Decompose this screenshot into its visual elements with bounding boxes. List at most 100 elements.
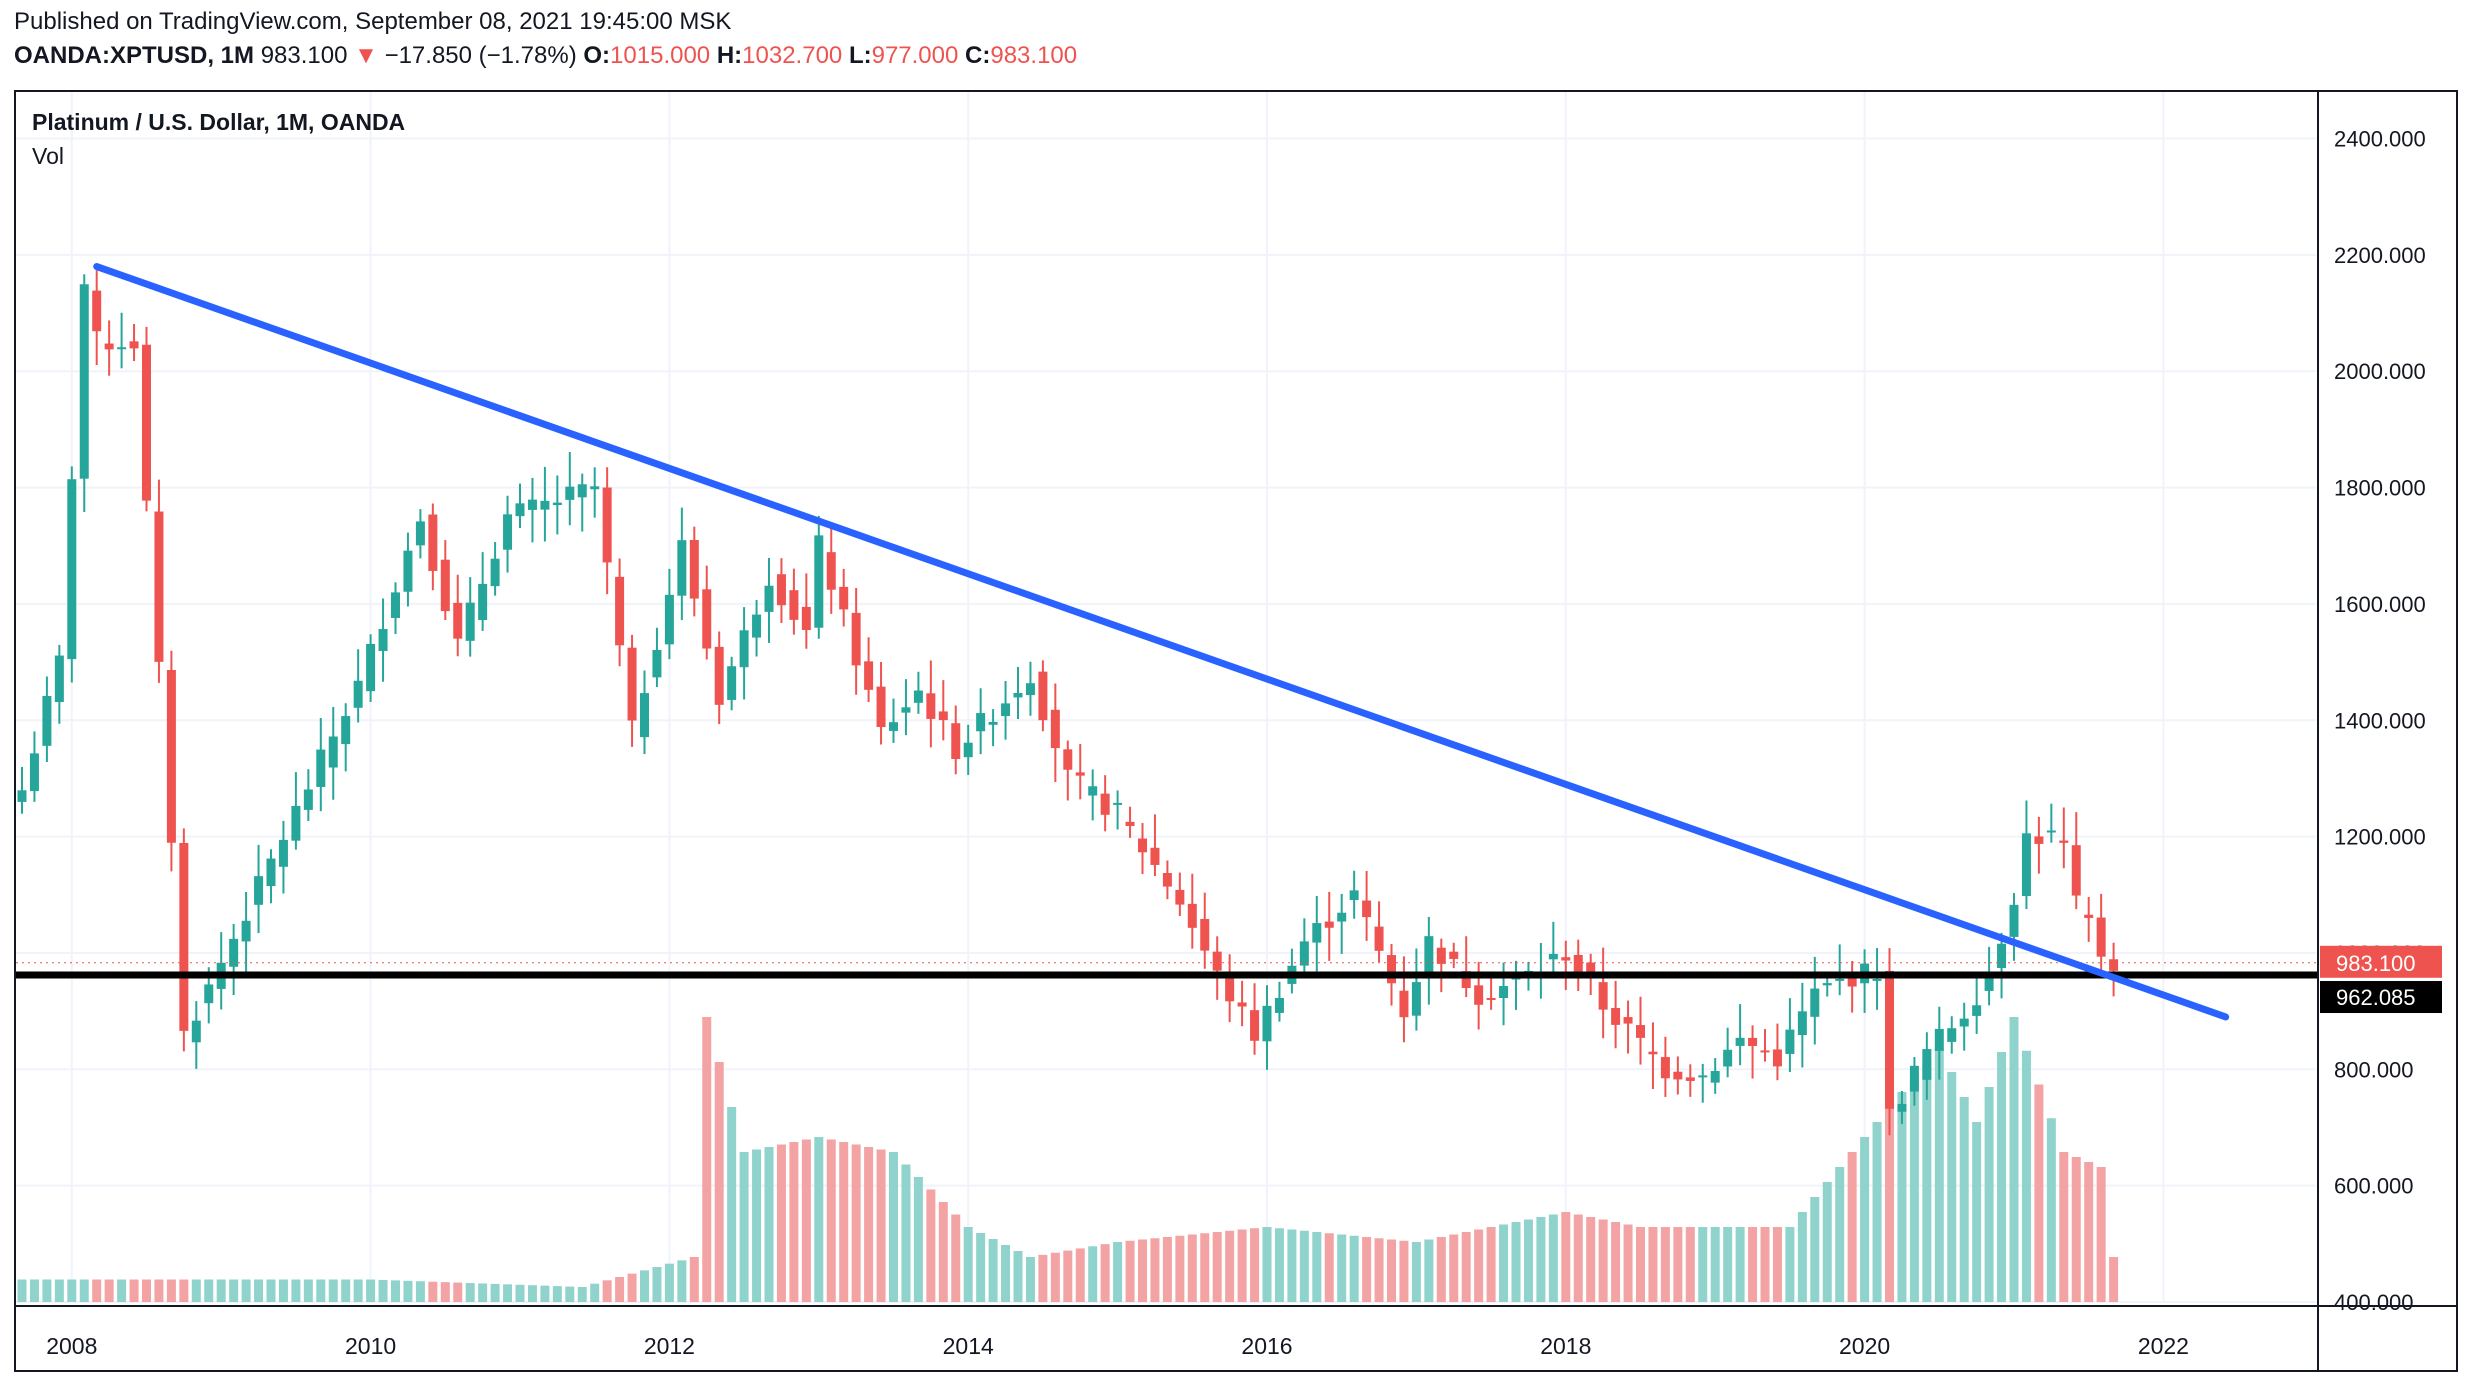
candle-body bbox=[889, 722, 898, 731]
y-tick-label: 2200.000 bbox=[2334, 243, 2426, 268]
candle-body bbox=[1972, 1005, 1982, 1016]
candle-body bbox=[702, 589, 712, 649]
volume-bar bbox=[229, 1279, 239, 1302]
candle-body bbox=[266, 858, 276, 887]
candle-body bbox=[1673, 1071, 1683, 1080]
volume-bar bbox=[1885, 1107, 1894, 1302]
volume-bar bbox=[1050, 1252, 1060, 1302]
candle-body bbox=[901, 707, 911, 713]
candle-body bbox=[241, 920, 251, 942]
candle-body bbox=[1449, 951, 1459, 959]
volume-bar bbox=[640, 1270, 649, 1302]
volume-bar bbox=[2109, 1257, 2119, 1302]
volume-bar bbox=[1636, 1227, 1645, 1302]
volume-bar bbox=[851, 1144, 861, 1302]
volume-bar bbox=[67, 1279, 77, 1302]
candle-body bbox=[739, 630, 749, 668]
volume-bar bbox=[104, 1279, 114, 1302]
volume-bar bbox=[1449, 1234, 1459, 1302]
volume-bar bbox=[1212, 1232, 1222, 1302]
candle-body bbox=[1175, 889, 1185, 905]
last-price-tag bbox=[2320, 945, 2442, 978]
volume-bar bbox=[1436, 1237, 1446, 1302]
volume-legend: Vol bbox=[32, 143, 64, 169]
volume-bar bbox=[627, 1273, 637, 1302]
volume-bar bbox=[1025, 1257, 1035, 1302]
candle-body bbox=[627, 647, 637, 721]
support-price-tag-label: 962.085 bbox=[2336, 985, 2416, 1010]
candle-body bbox=[1909, 1065, 1919, 1092]
volume-bar bbox=[789, 1142, 799, 1302]
candle-body bbox=[191, 1020, 201, 1043]
volume-bar bbox=[2009, 1017, 2019, 1302]
low-value: 977.000 bbox=[871, 42, 959, 69]
y-tick-label: 400.000 bbox=[2334, 1290, 2414, 1315]
volume-bar bbox=[341, 1279, 351, 1302]
low-label: L: bbox=[848, 42, 872, 69]
volume-bar bbox=[391, 1280, 400, 1302]
volume-bar bbox=[1013, 1251, 1023, 1302]
volume-bar bbox=[1125, 1240, 1135, 1302]
x-tick-label: 2012 bbox=[644, 1333, 695, 1359]
volume-bar bbox=[1561, 1212, 1571, 1302]
candle-body bbox=[801, 606, 811, 631]
volume-bar bbox=[1922, 1062, 1932, 1302]
volume-bar bbox=[2034, 1084, 2044, 1302]
volume-bar bbox=[889, 1152, 898, 1302]
y-tick-label: 2000.000 bbox=[2334, 359, 2426, 384]
candle-body bbox=[1698, 1075, 1708, 1078]
volume-bar bbox=[166, 1279, 176, 1302]
volume-bar bbox=[2084, 1162, 2094, 1302]
candle-body bbox=[2109, 959, 2119, 971]
candle-body bbox=[303, 789, 313, 810]
candle-body bbox=[590, 486, 600, 490]
candle-body bbox=[1436, 947, 1446, 964]
volume-bar bbox=[366, 1279, 376, 1302]
candle-body bbox=[1885, 970, 1894, 1109]
candle-body bbox=[764, 585, 774, 612]
published-note: Published on TradingView.com, September … bbox=[14, 8, 732, 35]
candle-body bbox=[1772, 1049, 1782, 1067]
volume-bar bbox=[1312, 1232, 1322, 1302]
candle-body bbox=[104, 343, 114, 350]
candle-body bbox=[1100, 793, 1110, 815]
candle-body bbox=[776, 574, 786, 606]
candle-body bbox=[1411, 982, 1421, 1016]
chart-frame[interactable]: 400.000600.000800.0001000.0001200.000140… bbox=[14, 90, 2458, 1372]
candle-body bbox=[179, 842, 189, 1031]
candle-body bbox=[789, 590, 799, 620]
y-tick-label: 600.000 bbox=[2334, 1174, 2414, 1199]
candle-body bbox=[67, 479, 77, 660]
chart-canvas[interactable]: 400.000600.000800.0001000.0001200.000140… bbox=[16, 92, 2456, 1370]
x-tick-label: 2010 bbox=[345, 1333, 396, 1359]
volume-bar bbox=[440, 1282, 450, 1302]
candle-body bbox=[1872, 978, 1882, 981]
candle-body bbox=[1984, 978, 1994, 991]
volume-bar bbox=[179, 1279, 189, 1302]
volume-bar bbox=[291, 1279, 301, 1302]
candle-body bbox=[1138, 838, 1147, 853]
volume-bar bbox=[988, 1239, 998, 1302]
candle-body bbox=[1947, 1028, 1957, 1042]
candle-body bbox=[1038, 671, 1048, 721]
volume-bar bbox=[1387, 1239, 1396, 1302]
volume-bar bbox=[79, 1279, 89, 1302]
candle-body bbox=[204, 984, 214, 1004]
candle-body bbox=[1050, 709, 1060, 749]
trendline[interactable] bbox=[93, 263, 2230, 1021]
x-tick-label: 2020 bbox=[1839, 1333, 1890, 1359]
candle-body bbox=[129, 341, 139, 349]
candle-body bbox=[415, 521, 425, 546]
last-price-tag-label: 983.100 bbox=[2336, 951, 2416, 976]
volume-bar bbox=[1287, 1229, 1297, 1302]
candle-body bbox=[1250, 1010, 1260, 1041]
volume-bar bbox=[839, 1142, 849, 1302]
candle-body bbox=[378, 629, 388, 651]
candle-body bbox=[341, 716, 351, 745]
candle-body bbox=[552, 502, 562, 506]
candle-body bbox=[1200, 918, 1210, 951]
volume-bar bbox=[254, 1279, 264, 1302]
candle-body bbox=[938, 711, 948, 721]
volume-bar bbox=[602, 1280, 612, 1302]
volume-bar bbox=[503, 1284, 513, 1302]
